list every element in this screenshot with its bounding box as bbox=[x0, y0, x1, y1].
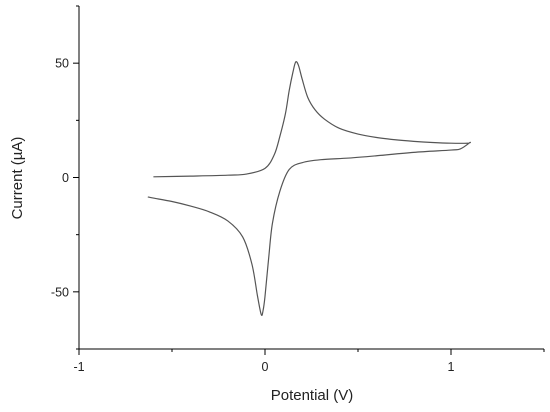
plot-area bbox=[147, 61, 471, 316]
y-tick-label: 50 bbox=[55, 57, 69, 71]
y-tick-label: 0 bbox=[62, 171, 69, 185]
series-line bbox=[147, 61, 471, 316]
axes: -1 0 1 -50 0 50 bbox=[51, 5, 545, 374]
y-tick-label: -50 bbox=[51, 285, 69, 299]
x-tick-label: -1 bbox=[73, 360, 84, 374]
x-axis-label: Potential (V) bbox=[271, 387, 354, 404]
y-axis-label: Current (µA) bbox=[9, 137, 26, 220]
x-tick-label: 1 bbox=[448, 360, 455, 374]
x-tick-label: 0 bbox=[262, 360, 269, 374]
